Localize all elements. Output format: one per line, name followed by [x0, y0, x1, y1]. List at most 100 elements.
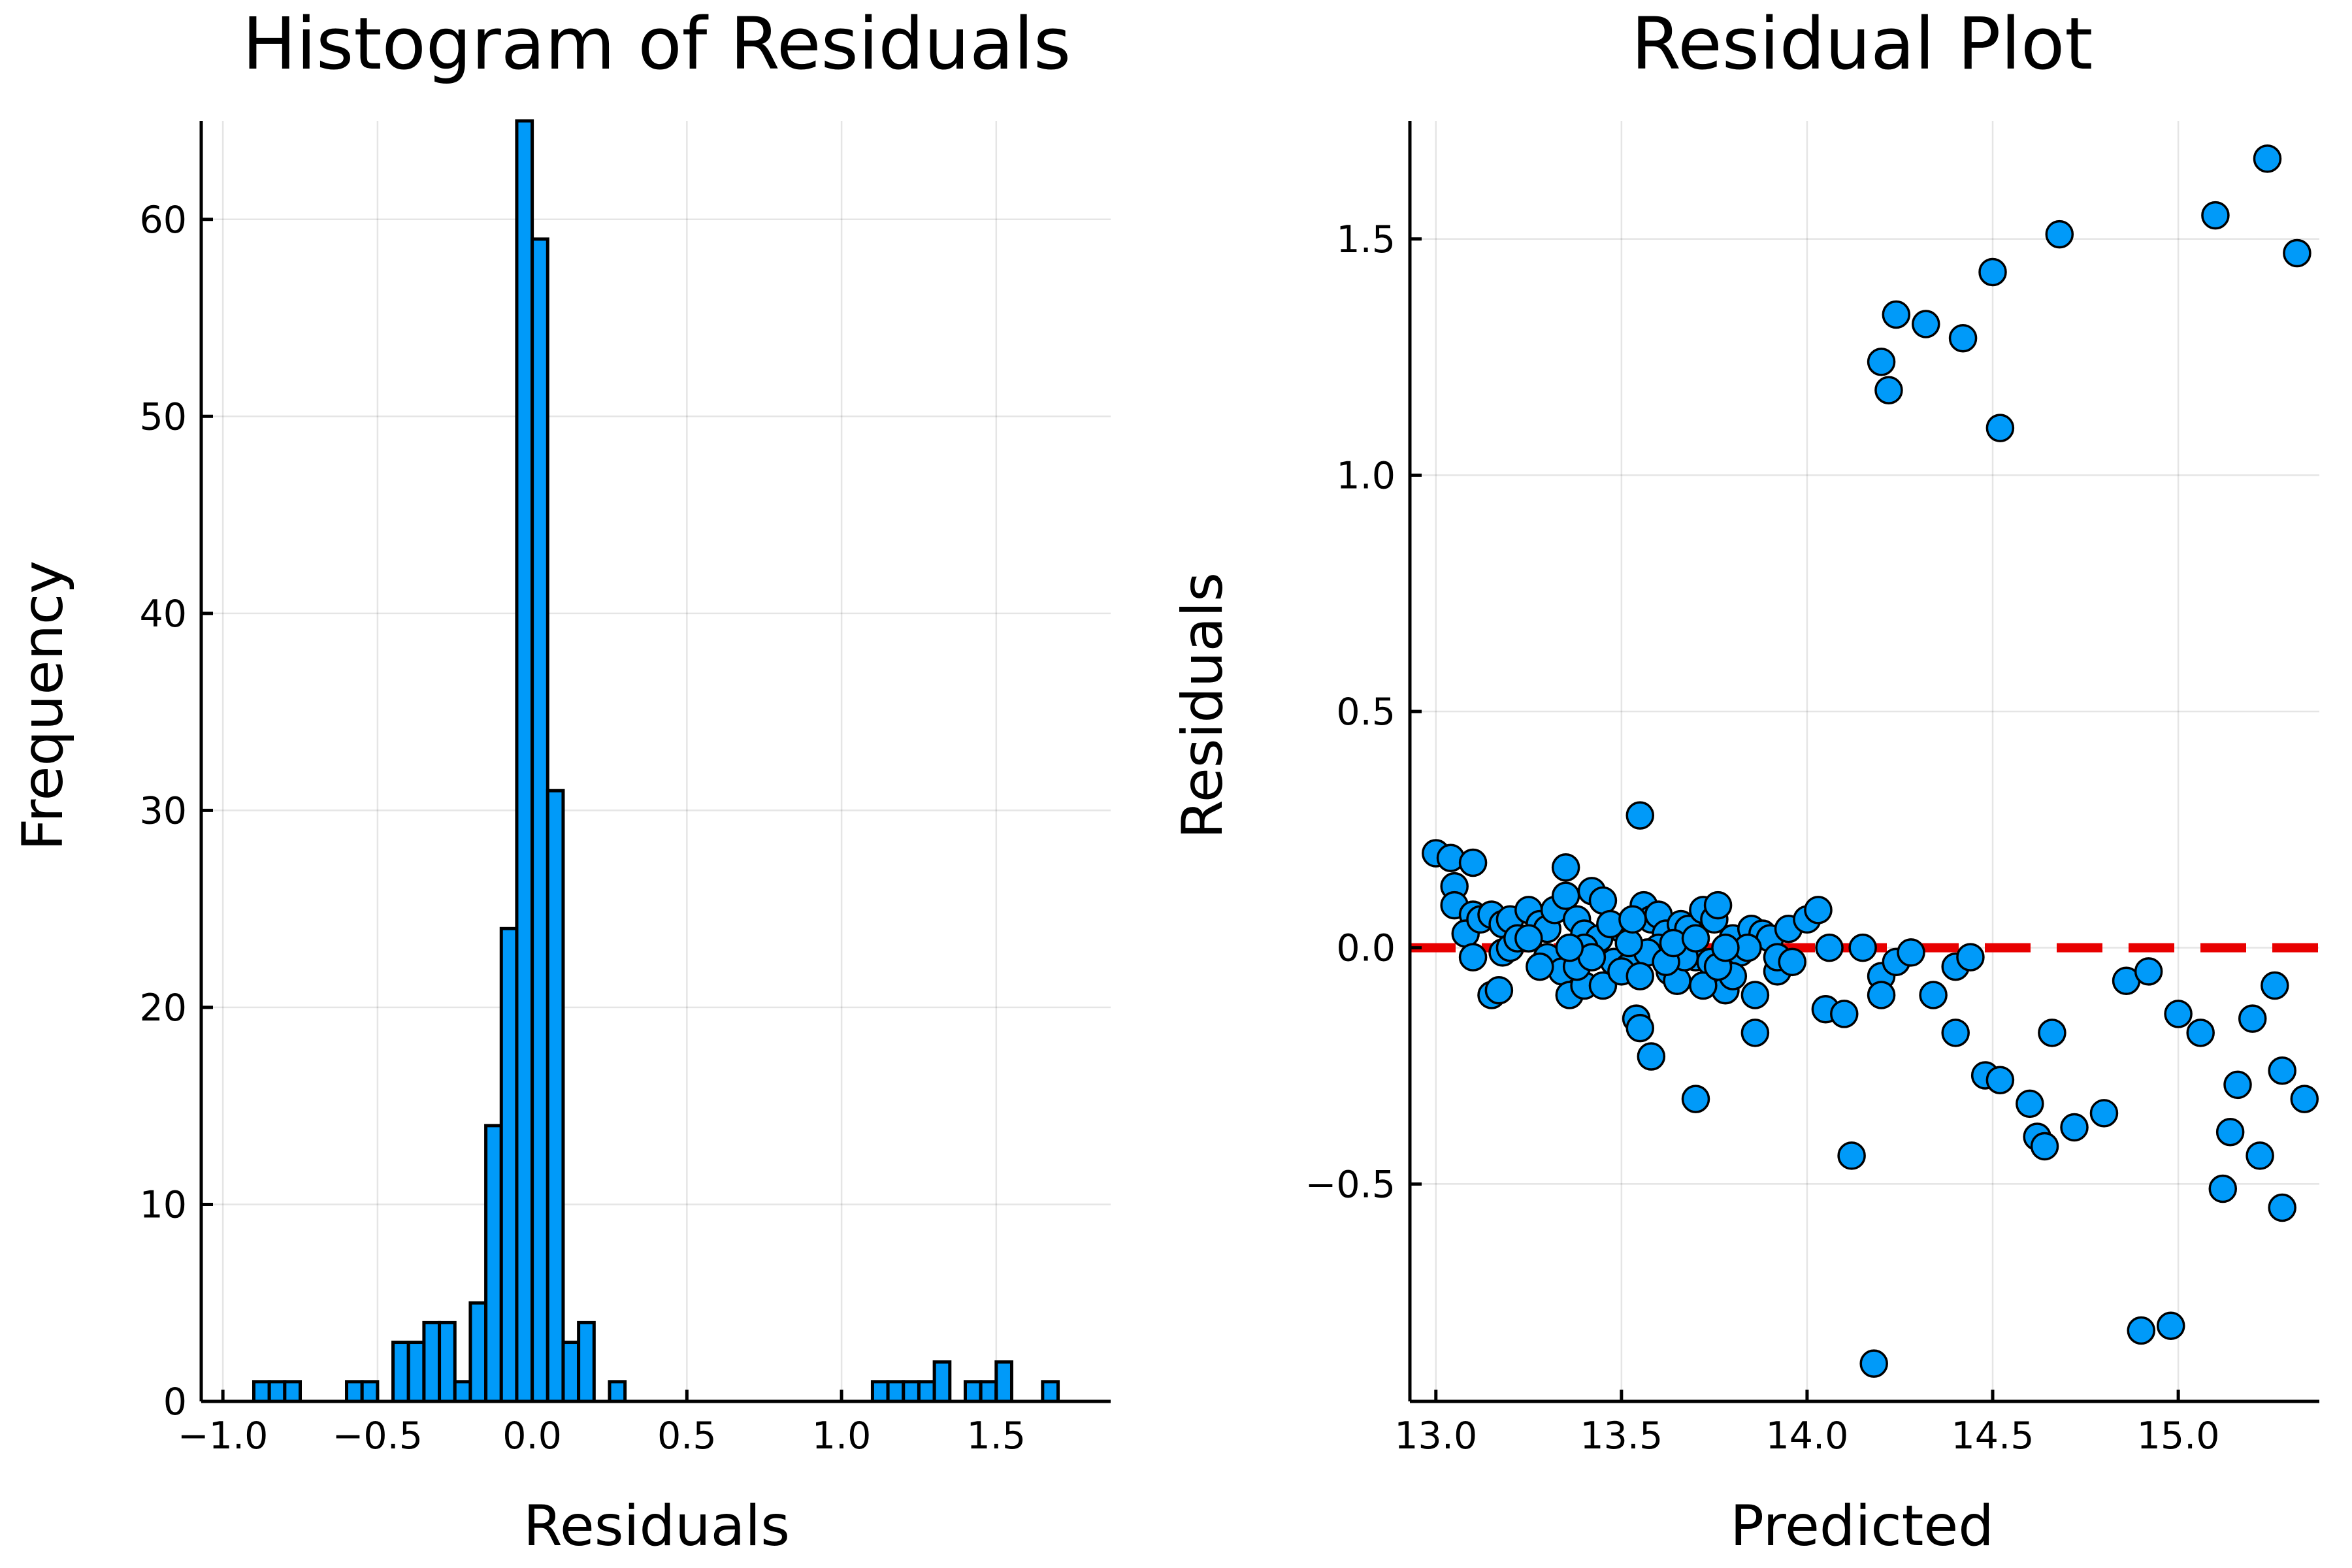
x-tick-label: 13.5: [1580, 1414, 1663, 1458]
residual-point: [1551, 853, 1580, 882]
histogram-bar: [438, 1320, 457, 1403]
histogram-bar: [577, 1320, 596, 1403]
residual-plot-title: Residual Plot: [1631, 2, 2093, 86]
y-tick-label: 10: [139, 1183, 187, 1226]
residual-point: [1625, 801, 1655, 830]
x-tick-label: 0.5: [657, 1414, 717, 1458]
x-tick-label: 14.5: [1952, 1414, 2034, 1458]
residual-point: [2238, 1004, 2267, 1033]
residual-point: [1956, 943, 1985, 972]
histogram-bar: [345, 1380, 364, 1403]
y-tick-label: 30: [139, 789, 187, 832]
x-tick-label: 1.5: [966, 1414, 1026, 1458]
x-tick-label: 15.0: [2137, 1414, 2220, 1458]
residual-point: [1625, 1013, 1655, 1043]
residual-point: [1985, 414, 2015, 442]
residual-point: [1804, 896, 1833, 924]
histogram-bar: [917, 1380, 936, 1403]
y-tick-label: 0.0: [1336, 927, 1396, 970]
residual-point: [2164, 1000, 2193, 1028]
residual-point: [2030, 1132, 2059, 1161]
x-tick-label: −1.0: [178, 1414, 268, 1458]
residual-point: [1867, 348, 1896, 376]
histogram-bar: [484, 1124, 503, 1403]
histogram-bar: [499, 926, 519, 1403]
histogram-bar: [932, 1360, 952, 1403]
histogram-bar: [391, 1341, 410, 1403]
residual-point: [1897, 938, 1925, 967]
residual-point: [1985, 1066, 2015, 1094]
residual-point: [1815, 933, 1844, 962]
residual-point: [1614, 928, 1643, 958]
residual-point: [1941, 1019, 1970, 1047]
residual-point: [1551, 881, 1580, 910]
y-tick-label: 40: [139, 593, 187, 636]
residual-point: [2283, 238, 2311, 268]
residual-point: [1681, 1085, 1710, 1113]
residual-point: [2261, 971, 2289, 1000]
residual-point: [2201, 201, 2230, 230]
histogram-bar: [561, 1341, 581, 1403]
residual-point: [1911, 310, 1940, 338]
histogram-bar: [453, 1380, 472, 1403]
residual-point: [1588, 886, 1618, 915]
x-tick-label: 14.0: [1765, 1414, 1848, 1458]
histogram-bar: [979, 1380, 998, 1403]
residual-point: [2186, 1019, 2215, 1047]
histogram-title: Histogram of Residuals: [242, 2, 1071, 86]
y-tick-label: 60: [139, 199, 187, 242]
residual-point: [1882, 300, 1911, 329]
residual-point: [2208, 1174, 2238, 1203]
histogram-bar: [515, 119, 534, 1403]
x-tick-label: −0.5: [333, 1414, 423, 1458]
residual-point: [1681, 924, 1710, 953]
residual-plot-y-axis-label: Residuals: [1170, 572, 1235, 839]
histogram-bar: [870, 1380, 890, 1403]
residual-point: [1740, 1019, 1770, 1047]
residual-point: [2038, 1019, 2066, 1047]
histogram-bars: [252, 119, 1060, 1403]
histogram-axes: −1.0 −0.5 0.0 0.5 1.0 1.5 0 10 20 30 40 50 60: [139, 121, 1111, 1458]
histogram-bar: [531, 237, 549, 1403]
residual-point: [1837, 1141, 1866, 1170]
residual-point: [1848, 933, 1877, 962]
residual-point: [2223, 1070, 2252, 1100]
residual-point: [1703, 890, 1733, 920]
histogram-bar: [267, 1380, 287, 1403]
y-tick-label: 20: [139, 987, 187, 1030]
residual-point: [1778, 947, 1806, 977]
residual-point: [1874, 376, 1903, 405]
residual-point: [1919, 981, 1948, 1009]
histogram-bar: [406, 1341, 426, 1403]
residual-point: [1740, 981, 1770, 1009]
residual-point: [2127, 1316, 2156, 1345]
residual-point: [1458, 943, 1488, 972]
residual-plot-x-axis-label: Predicted: [1730, 1494, 1994, 1559]
residual-point: [2290, 1085, 2319, 1113]
histogram-bar: [546, 789, 565, 1403]
residual-point: [1514, 924, 1543, 953]
histogram-bar: [252, 1380, 271, 1403]
y-tick-label: −0.5: [1305, 1163, 1396, 1206]
y-tick-label: 50: [139, 395, 187, 438]
histogram-bar: [963, 1380, 983, 1403]
residual-plot-panel: 13.0 13.5 14.0 14.5 15.0 −0.5 0.0 0.5 1.0 1.5 Res…: [1170, 2, 2319, 1559]
residual-point: [1484, 976, 1514, 1005]
residual-point: [2268, 1056, 2296, 1085]
residual-point: [1588, 971, 1618, 1000]
residual-plot-axes: 13.0 13.5 14.0 14.5 15.0 −0.5 0.0 0.5 1.0 1.5: [1305, 121, 2319, 1458]
histogram-bar: [994, 1360, 1013, 1403]
residual-point: [2215, 1117, 2245, 1147]
residual-point: [2060, 1113, 2089, 1142]
residual-point: [2253, 144, 2282, 173]
residual-point: [1948, 323, 1978, 353]
residual-point: [1637, 1042, 1666, 1071]
x-tick-label: 1.0: [812, 1414, 872, 1458]
residual-point: [1458, 848, 1488, 877]
residual-point: [2045, 220, 2074, 249]
residual-point: [2134, 957, 2163, 986]
residual-point: [2016, 1089, 2044, 1119]
residual-point: [2246, 1141, 2274, 1170]
